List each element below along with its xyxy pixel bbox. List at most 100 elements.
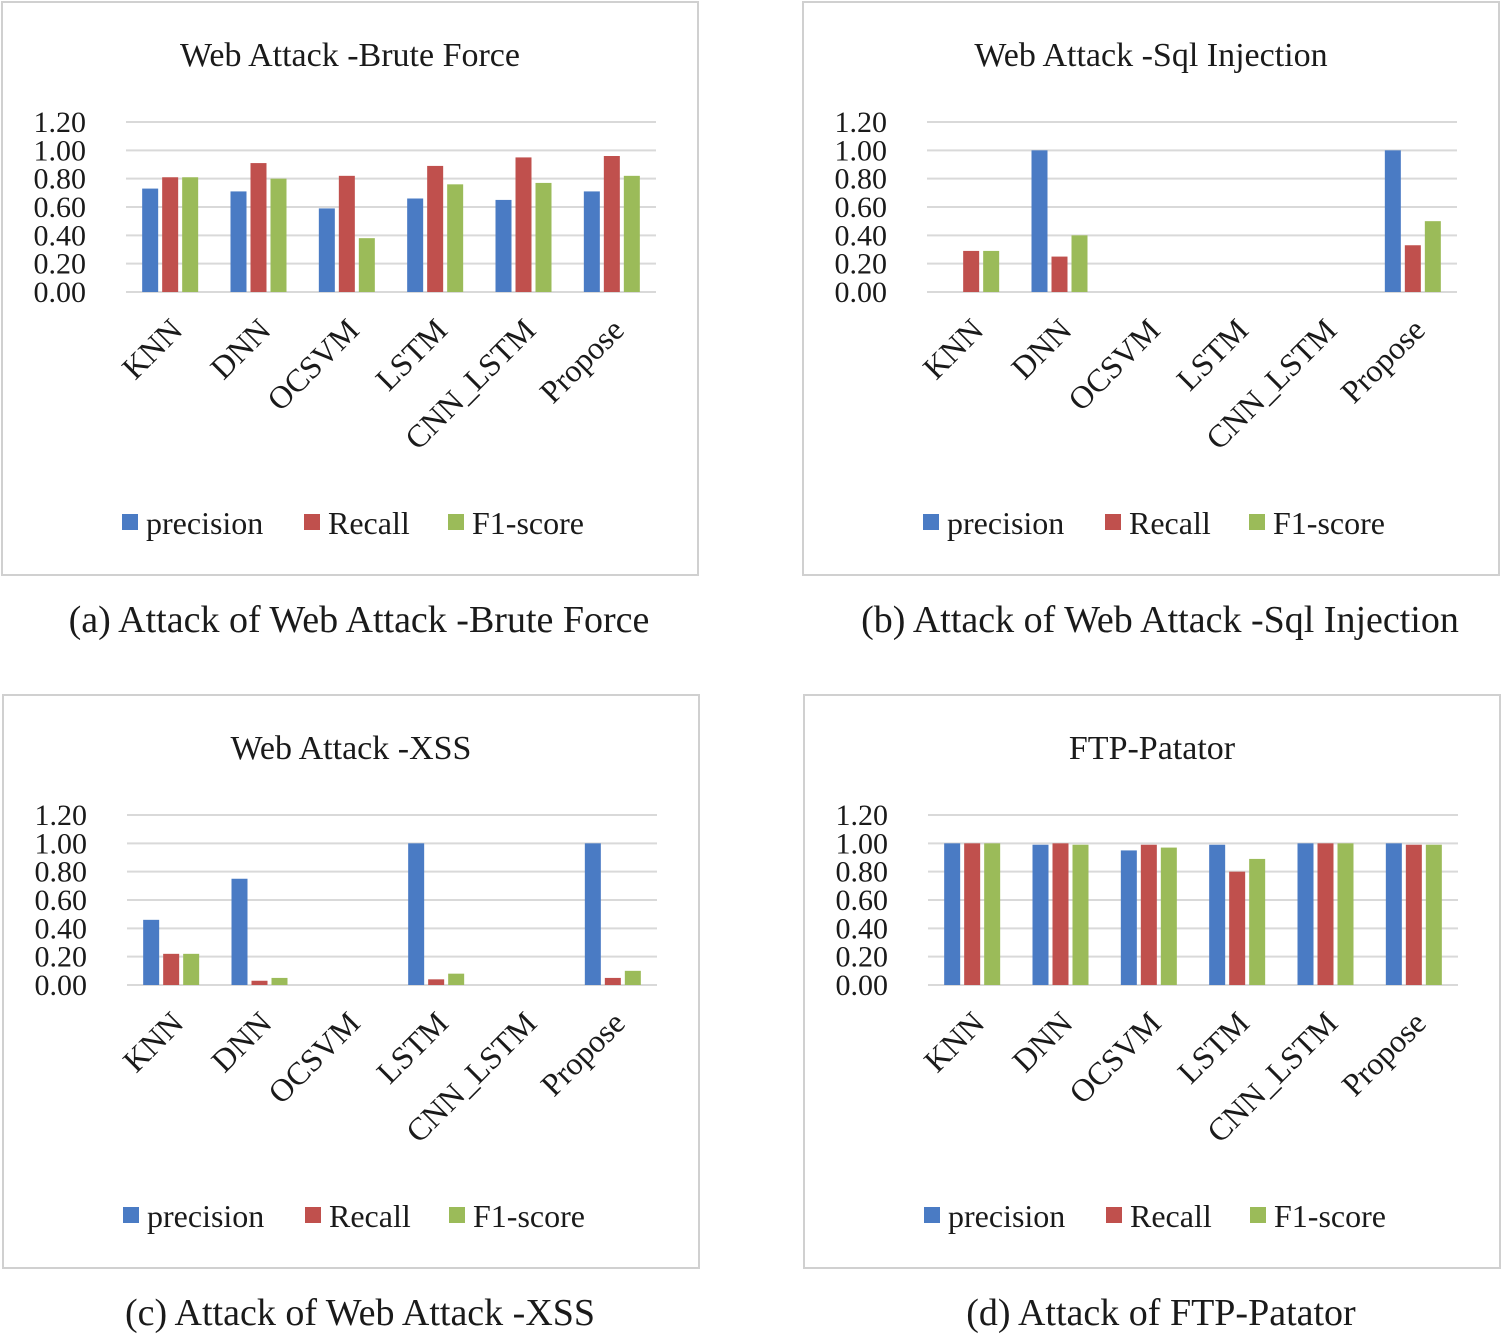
y-tick-label: 0.00 [35, 969, 88, 1002]
y-tick-label: 1.00 [35, 827, 88, 860]
chart-caption: (a) Attack of Web Attack -Brute Force [69, 599, 650, 641]
chart-title: Web Attack -XSS [231, 730, 472, 767]
legend-label-recall: Recall [329, 1198, 411, 1234]
bar-recall-cnn_lstm [515, 157, 532, 292]
legend-label-f1: F1-score [1274, 1198, 1386, 1234]
bar-recall-dnn [1052, 843, 1069, 985]
legend-swatch-recall [304, 514, 320, 530]
bar-precision-dnn [230, 191, 247, 292]
legend-swatch-f1 [1249, 514, 1265, 530]
bar-recall-cnn_lstm [1317, 843, 1334, 985]
chart-frame [2, 694, 700, 1269]
chart-caption: (d) Attack of FTP-Patator [966, 1292, 1356, 1334]
bar-precision-propose [1384, 150, 1401, 292]
bar-f1-lstm [447, 184, 464, 292]
y-tick-label: 0.60 [34, 191, 87, 224]
y-tick-label: 1.20 [836, 799, 889, 832]
legend-label-f1: F1-score [472, 505, 584, 541]
bar-precision-propose [584, 843, 601, 985]
y-tick-label: 0.40 [836, 912, 889, 945]
legend-swatch-recall [1106, 1207, 1122, 1223]
y-tick-label: 0.20 [34, 248, 87, 281]
bar-precision-propose [1385, 843, 1402, 985]
y-tick-label: 0.20 [836, 941, 889, 974]
bar-recall-dnn [250, 163, 267, 292]
y-tick-label: 0.80 [836, 856, 889, 889]
chart-panel-2: Web Attack -Sql Injection 0.000.200.400.6… [802, 1, 1500, 641]
bar-precision-dnn [1031, 150, 1048, 292]
y-tick-label: 1.20 [35, 799, 88, 832]
bar-f1-knn [182, 177, 199, 292]
bar-f1-propose [623, 175, 640, 292]
bar-recall-propose [1405, 844, 1422, 985]
bar-precision-dnn [1032, 844, 1049, 985]
y-tick-label: 0.40 [35, 912, 88, 945]
bar-recall-knn [163, 953, 180, 985]
legend-swatch-f1 [1250, 1207, 1266, 1223]
legend-swatch-recall [305, 1207, 321, 1223]
legend-label-precision: precision [146, 505, 263, 541]
y-tick-label: 1.20 [835, 106, 888, 139]
legend-label-recall: Recall [1129, 505, 1211, 541]
bar-recall-propose [603, 156, 620, 292]
bar-f1-dnn [271, 977, 288, 985]
bar-precision-dnn [231, 878, 248, 985]
y-tick-label: 0.40 [34, 219, 87, 252]
bar-recall-propose [1404, 245, 1421, 292]
bar-f1-cnn_lstm [535, 182, 552, 292]
bar-precision-ocsvm [318, 208, 335, 292]
y-tick-label: 1.00 [34, 134, 87, 167]
chart-title: Web Attack -Sql Injection [974, 37, 1327, 74]
bar-f1-dnn [1072, 844, 1089, 985]
bar-f1-ocsvm [1160, 847, 1177, 985]
bar-recall-lstm [427, 165, 444, 292]
bar-f1-propose [1424, 221, 1441, 292]
y-tick-label: 0.20 [35, 941, 88, 974]
legend-swatch-f1 [449, 1207, 465, 1223]
bar-recall-lstm [428, 979, 445, 985]
chart-panel-4: FTP-Patator0.000.200.400.600.801.001.20K… [803, 694, 1501, 1334]
y-tick-label: 0.80 [35, 856, 88, 889]
y-tick-label: 0.20 [835, 248, 888, 281]
legend-swatch-precision [924, 1207, 940, 1223]
bar-precision-lstm [1209, 844, 1226, 985]
chart-caption: (b) Attack of Web Attack -Sql Injection [861, 599, 1459, 641]
legend-swatch-precision [923, 514, 939, 530]
bar-precision-cnn_lstm [1297, 843, 1314, 985]
y-tick-label: 0.80 [835, 163, 888, 196]
bar-f1-cnn_lstm [1337, 843, 1354, 985]
y-tick-label: 0.60 [35, 884, 88, 917]
bar-f1-knn [183, 953, 200, 985]
bar-recall-dnn [1051, 256, 1068, 292]
bar-f1-propose [624, 970, 641, 985]
y-tick-label: 0.40 [835, 219, 888, 252]
bar-precision-lstm [408, 843, 425, 985]
bar-f1-propose [1425, 844, 1442, 985]
bar-f1-dnn [270, 178, 287, 292]
chart-title: Web Attack -Brute Force [180, 37, 520, 74]
bar-recall-ocsvm [1140, 844, 1157, 985]
bar-precision-knn [143, 919, 160, 985]
legend-label-f1: F1-score [473, 1198, 585, 1234]
y-tick-label: 0.80 [34, 163, 87, 196]
y-tick-label: 0.00 [34, 276, 87, 309]
chart-panel-1: Web Attack -Brute Force 0.000.200.400.600… [1, 1, 699, 641]
bar-recall-ocsvm [338, 175, 355, 292]
legend-label-recall: Recall [1130, 1198, 1212, 1234]
y-tick-label: 1.00 [835, 134, 888, 167]
y-tick-label: 0.60 [836, 884, 889, 917]
bar-precision-ocsvm [1120, 850, 1137, 985]
bar-precision-propose [583, 191, 600, 292]
bar-recall-knn [162, 177, 179, 292]
bar-precision-lstm [407, 198, 424, 292]
chart-frame [802, 1, 1500, 576]
y-tick-label: 1.00 [836, 827, 889, 860]
y-tick-label: 0.00 [836, 969, 889, 1002]
bar-f1-ocsvm [358, 238, 375, 292]
y-tick-label: 0.60 [835, 191, 888, 224]
bar-f1-dnn [1071, 235, 1088, 292]
bar-f1-lstm [1249, 858, 1266, 985]
bar-precision-knn [142, 188, 159, 292]
legend-swatch-precision [122, 514, 138, 530]
